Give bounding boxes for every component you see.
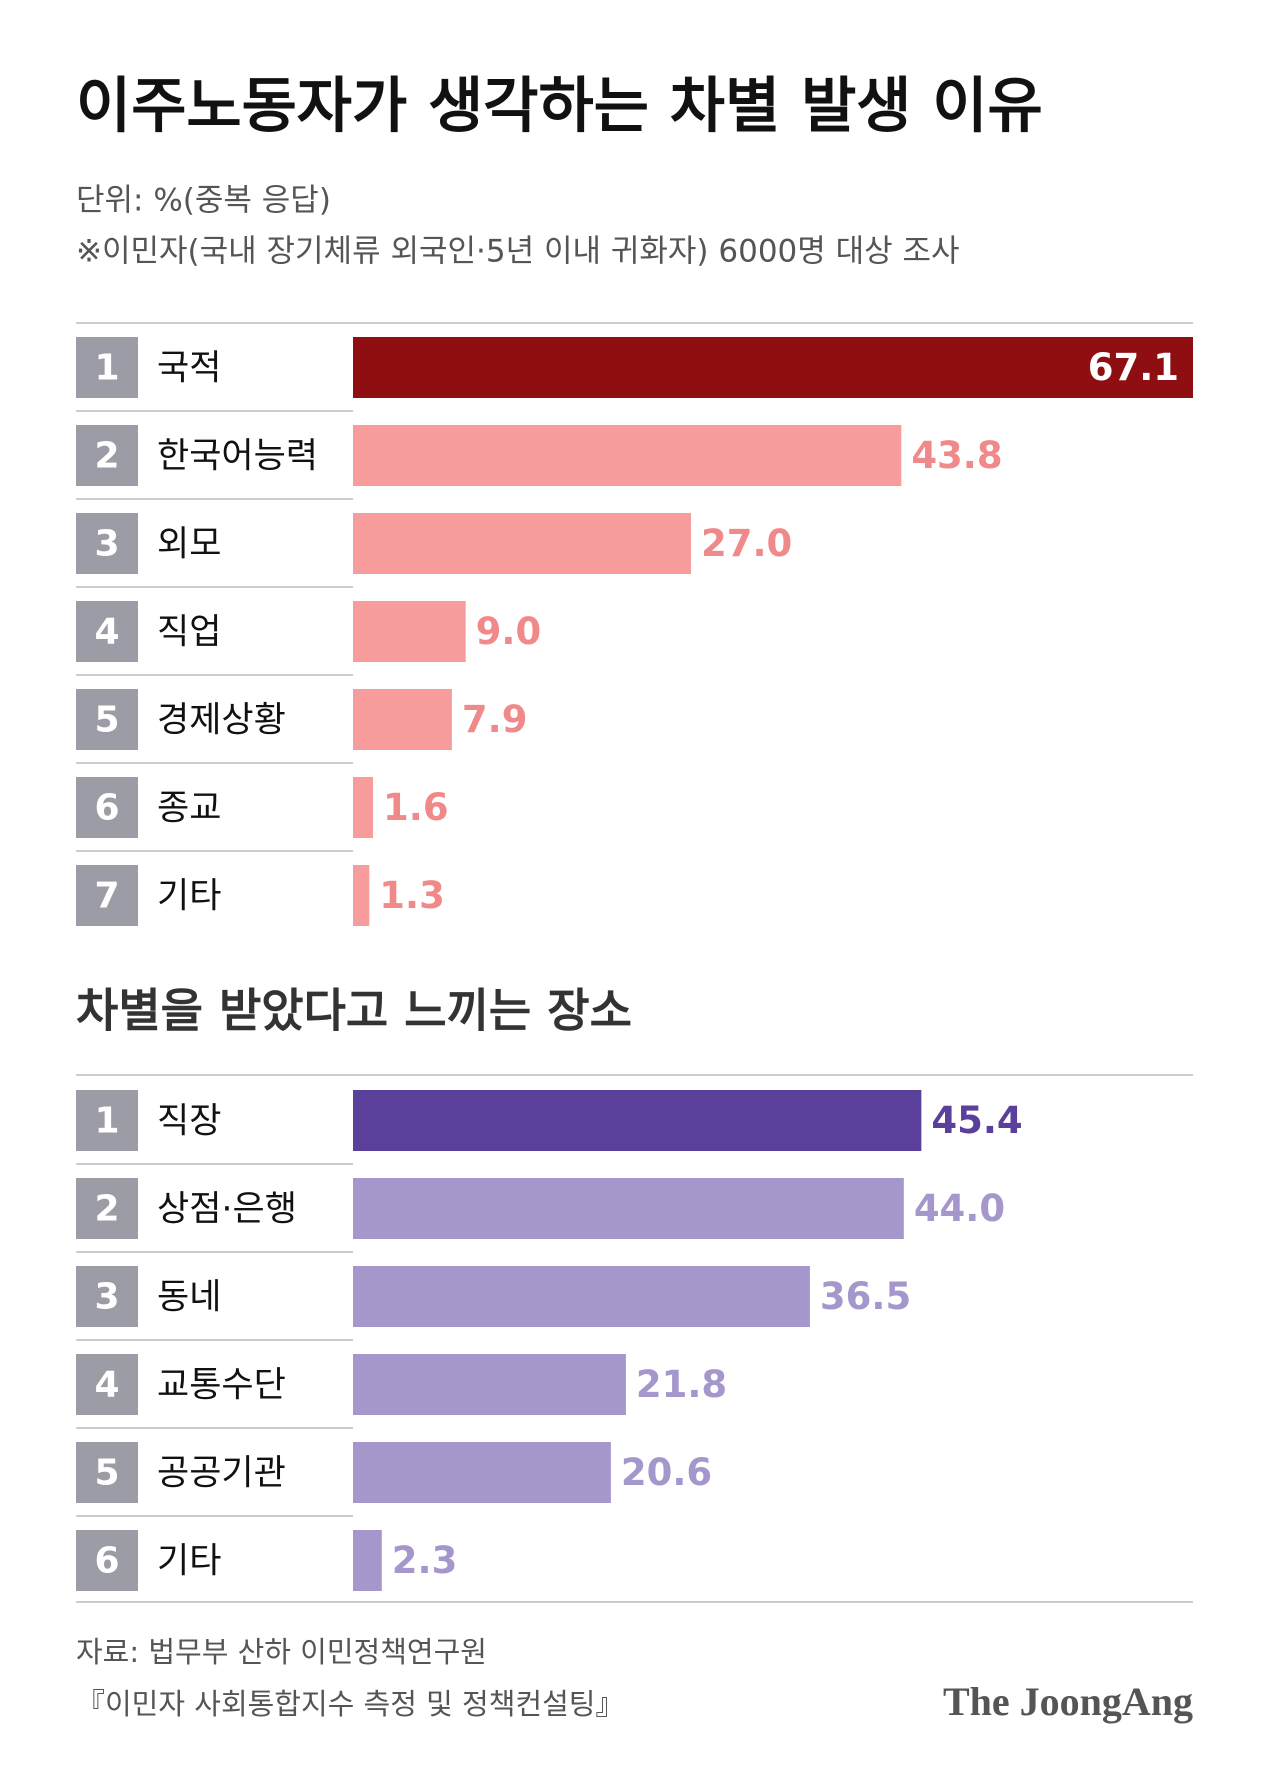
category-label: 기타 xyxy=(157,1542,221,1582)
rank: 6 xyxy=(94,1541,119,1582)
bar xyxy=(353,1266,810,1327)
bar xyxy=(353,865,370,926)
value-label: 27.0 xyxy=(701,522,792,565)
rank: 5 xyxy=(94,1453,119,1494)
category-label: 직업 xyxy=(157,613,221,653)
rank: 6 xyxy=(94,788,119,829)
subtitle: 단위: %(중복 응답) xyxy=(76,183,331,219)
bar xyxy=(353,601,466,662)
value-label: 44.0 xyxy=(914,1187,1005,1230)
value-label: 2.3 xyxy=(392,1539,458,1582)
bar xyxy=(353,337,1193,398)
rank: 1 xyxy=(94,348,119,389)
category-label: 교통수단 xyxy=(157,1366,286,1406)
bar xyxy=(353,777,374,838)
title: 이주노동자가 생각하는 차별 발생 이유 xyxy=(76,72,1043,142)
bar xyxy=(353,1442,611,1503)
rank-box xyxy=(76,1354,138,1415)
category-label: 기타 xyxy=(157,877,221,917)
rank: 2 xyxy=(94,1189,119,1230)
rank-box xyxy=(76,425,138,486)
rank-box xyxy=(76,337,138,398)
category-label: 직장 xyxy=(157,1102,221,1142)
value-label: 1.6 xyxy=(383,786,449,829)
rank: 4 xyxy=(94,1365,119,1406)
value-label: 20.6 xyxy=(621,1451,712,1494)
section-title: 차별을 받았다고 느끼는 장소 xyxy=(76,984,632,1038)
rank: 3 xyxy=(94,524,119,565)
category-label: 한국어능력 xyxy=(157,437,318,477)
rank: 1 xyxy=(94,1101,119,1142)
value-label: 67.1 xyxy=(1088,346,1179,389)
value-label: 36.5 xyxy=(820,1275,911,1318)
category-label: 공공기관 xyxy=(157,1454,286,1494)
category-label: 종교 xyxy=(157,789,221,829)
logo: The JoongAng xyxy=(943,1679,1193,1724)
rank: 2 xyxy=(94,436,119,477)
source: 『이민자 사회통합지수 측정 및 정책컨설팅』 xyxy=(76,1687,624,1721)
rank-box xyxy=(76,777,138,838)
rank-box xyxy=(76,601,138,662)
rank: 4 xyxy=(94,612,119,653)
rank: 7 xyxy=(94,876,119,917)
rank: 5 xyxy=(94,700,119,741)
bar xyxy=(353,1090,922,1151)
rank-box xyxy=(76,1090,138,1151)
bar xyxy=(353,1178,904,1239)
rank-box xyxy=(76,689,138,750)
category-label: 국적 xyxy=(157,349,221,389)
category-label: 외모 xyxy=(157,525,221,565)
note: ※이민자(국내 장기체류 외국인·5년 이내 귀화자) 6000명 대상 조사 xyxy=(76,234,960,270)
rank: 3 xyxy=(94,1277,119,1318)
rank-box xyxy=(76,513,138,574)
rank-box xyxy=(76,1530,138,1591)
bar xyxy=(353,1530,382,1591)
source: 자료: 법무부 산하 이민정책연구원 xyxy=(76,1635,487,1669)
rank-box xyxy=(76,865,138,926)
bar xyxy=(353,425,902,486)
category-label: 동네 xyxy=(157,1278,221,1318)
value-label: 7.9 xyxy=(462,698,528,741)
rank-box xyxy=(76,1442,138,1503)
bar xyxy=(353,513,692,574)
value-label: 45.4 xyxy=(931,1099,1022,1142)
value-label: 1.3 xyxy=(379,874,445,917)
value-label: 21.8 xyxy=(636,1363,727,1406)
bar xyxy=(353,689,452,750)
category-label: 경제상황 xyxy=(157,701,286,741)
category-label: 상점·은행 xyxy=(157,1190,297,1230)
rank-box xyxy=(76,1178,138,1239)
value-label: 9.0 xyxy=(476,610,542,653)
value-label: 43.8 xyxy=(911,434,1002,477)
rank-box xyxy=(76,1266,138,1327)
bar xyxy=(353,1354,626,1415)
